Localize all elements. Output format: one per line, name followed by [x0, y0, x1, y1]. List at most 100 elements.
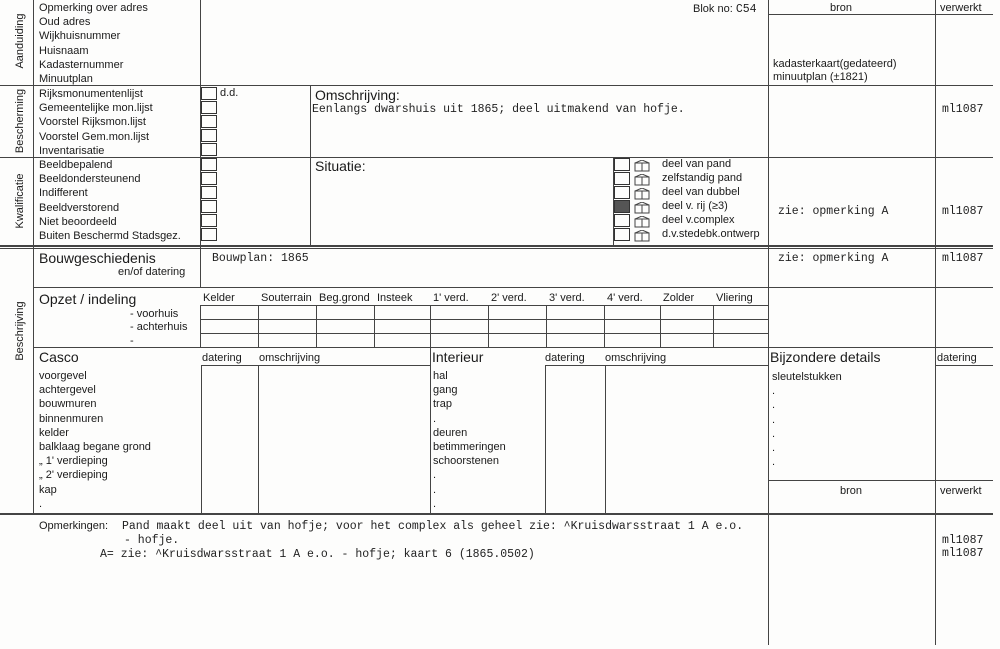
field-opmerking-adres: Opmerking over adres [39, 2, 148, 14]
situatie-checkbox[interactable] [614, 186, 630, 199]
checkbox-gemeentelijke[interactable] [201, 101, 217, 114]
bouwgeschiedenis-value: Bouwplan: 1865 [212, 252, 309, 265]
interieur-list: hal gang trap. deuren betimmeringen schoorste… [433, 369, 506, 511]
list-item: betimmeringen [433, 441, 506, 454]
list-item: . [772, 427, 776, 440]
opmerkingen-label: Opmerkingen: [39, 520, 109, 532]
list-item: bouwmuren [39, 398, 97, 411]
checkbox-rijksmonumentenlijst[interactable] [201, 87, 217, 100]
opzet-label: Opzet / indeling [39, 291, 137, 307]
field-beeldondersteunend: Beeldondersteunend [39, 173, 141, 186]
kwalificatie-bron: zie: opmerking A [778, 205, 889, 218]
situatie-option-label: deel van dubbel [662, 186, 740, 198]
field-gemeentelijke-monlijst: Gemeentelijke mon.lijst [39, 102, 153, 115]
situatie-option-label: deel v.complex [662, 214, 735, 226]
situatie-checkbox[interactable] [614, 228, 630, 241]
field-voorstel-rijksmon: Voorstel Rijksmon.lijst [39, 116, 146, 129]
building-situation-icon [632, 159, 658, 172]
section-aanduiding: Aanduiding [14, 13, 26, 69]
list-item: . [433, 412, 437, 425]
situatie-checkbox[interactable] [614, 158, 630, 171]
bescherming-list: Rijksmonumentenlijst Gemeentelijke mon.l… [39, 87, 153, 158]
field-wijkhuisnummer: Wijkhuisnummer [39, 30, 121, 43]
bijzondere-bron-header: bron [840, 485, 863, 497]
list-item: balklaag begane grond [39, 441, 151, 454]
field-oud-adres: Oud adres [39, 16, 91, 29]
interieur-datering-header: datering [545, 352, 585, 364]
casco-datering-header: datering [202, 352, 242, 364]
list-item: . [772, 413, 776, 426]
verwerkt-header: verwerkt [940, 2, 982, 14]
situatie-option-label: zelfstandig pand [662, 172, 743, 184]
situatie-label: Situatie: [315, 158, 366, 174]
list-item: binnenmuren [39, 412, 104, 425]
bron-kadasterkaart: kadasterkaart(gedateerd) [773, 58, 897, 70]
list-item: . [433, 483, 437, 496]
opmerkingen-verwerkt-2: ml1087 [942, 547, 984, 560]
bijzondere-verwerkt-header: verwerkt [940, 485, 982, 497]
checkbox-voorstel-gemmon[interactable] [201, 129, 217, 142]
field-niet-beoordeeld: Niet beoordeeld [39, 215, 117, 228]
checkbox-beeldondersteunend[interactable] [201, 172, 217, 185]
list-item: . [772, 442, 776, 455]
opzet-column-header: Kelder [203, 292, 235, 304]
list-item: achtergevel [39, 384, 96, 397]
bijzondere-datering-header: datering [937, 352, 977, 364]
dd-label: d.d. [220, 87, 239, 99]
list-item: trap [433, 398, 452, 411]
omschrijving-verwerkt: ml1087 [942, 103, 984, 116]
blok-number: Blok no: C54 [693, 2, 757, 16]
opzet-column-header: Insteek [377, 292, 413, 304]
bron-header: bron [830, 2, 853, 14]
field-kadasternummer: Kadasternummer [39, 58, 124, 71]
section-bescherming: Bescherming [14, 88, 26, 154]
kwalificatie-list: Beeldbepalend Beeldondersteunend Indiffe… [39, 158, 181, 243]
casco-list: voorgevel achtergevel bouwmuren binnenmuren… [39, 369, 151, 511]
opmerkingen-line-1: Pand maakt deel uit van hofje; voor het … [122, 520, 744, 533]
blok-value: C54 [735, 3, 757, 16]
bijzondere-label: Bijzondere details [770, 349, 881, 365]
situatie-checkbox[interactable] [614, 172, 630, 185]
checkbox-voorstel-rijksmon[interactable] [201, 115, 217, 128]
list-item: . [772, 456, 776, 469]
interieur-omschrijving-header: omschrijving [605, 352, 667, 364]
checkbox-inventarisatie[interactable] [201, 143, 217, 156]
bron-minuutplan: minuutplan (±1821) [773, 71, 868, 83]
list-item: . [39, 497, 43, 510]
checkbox-niet-beoordeeld[interactable] [201, 214, 217, 227]
opmerkingen-line-3: A= zie: ^Kruisdwarsstraat 1 A e.o. - hof… [100, 548, 535, 561]
field-voorstel-gemmon: Voorstel Gem.mon.lijst [39, 130, 150, 143]
checkbox-beeldbepalend[interactable] [201, 158, 217, 171]
list-item: gang [433, 384, 458, 397]
opzet-row-achterhuis: - achterhuis [130, 321, 188, 333]
list-item: . [772, 385, 776, 398]
opzet-row-other: - [130, 335, 134, 347]
list-item: „ 2' verdieping [39, 469, 108, 482]
bijzondere-list: sleutelstukken...... [772, 370, 842, 469]
list-item: . [433, 497, 437, 510]
checkbox-buiten-beschermd[interactable] [201, 228, 217, 241]
aanduiding-list: Opmerking over adres Oud adres Wijkhuisn… [39, 1, 148, 86]
field-minuutplan: Minuutplan [39, 73, 93, 86]
omschrijving-text: Eenlangs dwarshuis uit 1865; deel uitmak… [312, 103, 685, 116]
bouwgeschiedenis-label: Bouwgeschiedenis [39, 250, 156, 266]
bouwgeschiedenis-bron: zie: opmerking A [778, 252, 889, 265]
opmerkingen-verwerkt-1: ml1087 [942, 534, 984, 547]
field-beeldverstorend: Beeldverstorend [39, 201, 120, 214]
situatie-checkbox[interactable] [614, 200, 630, 213]
opzet-column-header: 1' verd. [433, 292, 469, 304]
field-huisnaam: Huisnaam [39, 44, 89, 57]
list-item: . [433, 469, 437, 482]
field-inventarisatie: Inventarisatie [39, 144, 105, 157]
building-situation-icon [632, 229, 658, 242]
list-item: „ 1' verdieping [39, 455, 108, 468]
building-situation-icon [632, 201, 658, 214]
checkbox-beeldverstorend[interactable] [201, 200, 217, 213]
field-buiten-beschermd: Buiten Beschermd Stadsgez. [39, 230, 181, 243]
checkbox-indifferent[interactable] [201, 186, 217, 199]
kwalificatie-verwerkt: ml1087 [942, 205, 984, 218]
interieur-label: Interieur [432, 349, 484, 365]
bouwgeschiedenis-sublabel: en/of datering [118, 266, 186, 278]
field-rijksmonumentenlijst: Rijksmonumentenlijst [39, 88, 143, 100]
situatie-checkbox[interactable] [614, 214, 630, 227]
